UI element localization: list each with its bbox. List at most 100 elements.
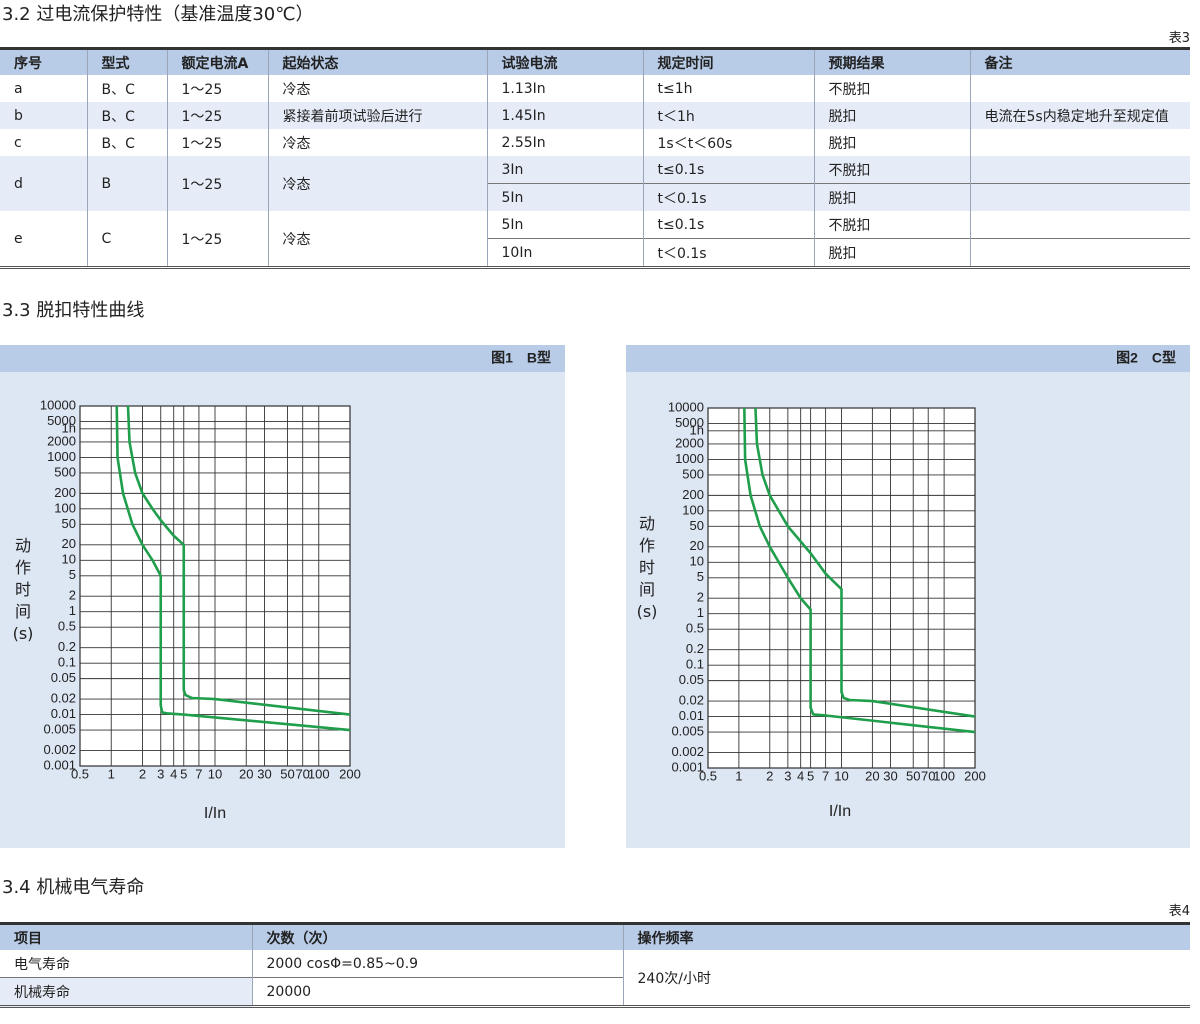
header-cell: 操作频率 (622, 922, 1190, 950)
x-tick-label: 2 (766, 768, 773, 783)
header-cell: 项目 (0, 922, 252, 950)
x-tick-label: 100 (933, 768, 955, 783)
y-tick-label: 10000 (668, 399, 704, 414)
cell: t≤1h (642, 75, 814, 102)
y-tick-label: 20 (62, 536, 76, 551)
trip-curve (126, 405, 351, 716)
y-tick-label: 100 (682, 502, 704, 517)
cell: 冷态 (267, 156, 487, 211)
row: e C 1～25 冷态 5In t≤0.1s 不脱扣 (0, 211, 1190, 269)
x-tick-label: 70 (921, 768, 935, 783)
y-tick-label: 2 (69, 588, 76, 603)
x-axis-label: I/In (829, 803, 851, 820)
cell: B、C (86, 102, 167, 129)
y-tick-label: 10 (62, 552, 76, 567)
cell: 240次/小时 (622, 950, 1190, 1008)
row: b B、C 1～25 紧接着前项试验后进行 1.45In t＜1h 脱扣 电流在5s内稳定地升… (0, 102, 1190, 129)
row: 5In t＜0.1s 脱扣 (0, 183, 1190, 211)
header-cell: 额定电流A (166, 47, 268, 75)
y-tick-label: 5000 (675, 415, 704, 430)
cell: 冷态 (267, 129, 487, 156)
x-tick-label: 50 (280, 766, 294, 781)
x-axis-label: I/In (204, 805, 226, 822)
y-tick-label: 50 (62, 516, 76, 531)
cell: 20000 (251, 977, 623, 1008)
header-cell: 序号 (0, 47, 87, 75)
y-tick-label: 2 (697, 590, 704, 605)
y-tick-label: 0.2 (58, 639, 76, 654)
cell: 紧接着前项试验后进行 (267, 102, 487, 129)
header-cell: 备注 (969, 47, 1190, 75)
x-tick-label: 4 (797, 768, 804, 783)
chart-panel: 图1 B型 10000 5000 1h 2000 1000 500 200 100 50 20 10 5… (0, 345, 565, 848)
cell (969, 129, 1190, 156)
x-tick-label: 7 (822, 768, 829, 783)
cell: t≤0.1s (642, 156, 814, 184)
cell: B (86, 156, 167, 211)
header-cell: 起始状态 (267, 47, 487, 75)
y-tick-label: 20 (690, 538, 704, 553)
cell (969, 211, 1190, 239)
cell: e (0, 211, 87, 269)
table-label: 表3 (1168, 31, 1190, 46)
cell: 1～25 (166, 156, 268, 211)
y-tick-label: 500 (54, 464, 76, 479)
cell: c (14, 134, 22, 151)
y-tick-label: 0.002 (671, 744, 704, 759)
y-tick-label: 0.05 (679, 672, 704, 687)
header-cell: 次数（次） (251, 922, 623, 950)
header-cell: 型式 (86, 47, 167, 75)
section-title: 3.3 脱扣特性曲线 (2, 300, 145, 321)
cell: 脱扣 (813, 183, 970, 211)
section-title: 3.4 机械电气寿命 (2, 877, 145, 898)
y-tick-label: 200 (54, 485, 76, 500)
cell: 5In (486, 183, 643, 211)
trip-curve (743, 407, 976, 734)
y-tick-label: 50 (690, 518, 704, 533)
cell: 不脱扣 (813, 156, 970, 184)
y-tick-label: 5000 (47, 413, 76, 428)
cell: B、C (86, 75, 167, 102)
x-tick-label: 5 (180, 766, 187, 781)
y-axis-label: 动作时间(s) (636, 514, 658, 621)
x-tick-label: 50 (906, 768, 920, 783)
y-tick-label: 1h (62, 420, 76, 435)
header-row: 序号 型式 额定电流A 起始状态 试验电流 规定时间 预期结果 备注 (0, 47, 1190, 75)
cell: 1～25 (166, 129, 268, 156)
cell (969, 238, 1190, 269)
cell: 不脱扣 (813, 75, 970, 102)
x-tick-label: 20 (239, 766, 253, 781)
x-tick-label: 3 (784, 768, 791, 783)
y-tick-label: 0.005 (43, 721, 76, 736)
cell: 脱扣 (813, 102, 970, 129)
x-tick-label: 0.5 (699, 768, 717, 783)
x-tick-label: 2 (139, 766, 146, 781)
chart-header (626, 345, 1190, 372)
chart: 图1 B型1000050001h200010005002001005020105… (0, 345, 565, 822)
y-tick-label: 1 (69, 603, 76, 618)
y-tick-label: 0.02 (51, 691, 76, 706)
cell: 1～25 (166, 211, 268, 269)
cell: C (86, 211, 167, 269)
cell: 1～25 (166, 75, 268, 102)
y-tick-label: 0.05 (51, 670, 76, 685)
x-tick-label: 20 (865, 768, 879, 783)
cell: 脱扣 (813, 129, 970, 156)
cell: t＜0.1s (642, 238, 814, 269)
y-tick-label: 0.01 (679, 708, 704, 723)
cell: B、C (86, 129, 167, 156)
y-tick-label: 1h (690, 422, 704, 437)
y-tick-label: 0.005 (671, 723, 704, 738)
y-tick-label: 0.5 (58, 619, 76, 634)
y-tick-label: 0.5 (686, 621, 704, 636)
cell: 脱扣 (813, 238, 970, 269)
cell: 1.45In (486, 102, 643, 129)
x-tick-label: 30 (257, 766, 271, 781)
cell: 冷态 (267, 75, 487, 102)
chart-header (0, 345, 565, 372)
x-tick-label: 4 (170, 766, 177, 781)
y-tick-label: 10000 (40, 397, 76, 412)
header-cell: 规定时间 (642, 47, 814, 75)
cell (969, 75, 1190, 102)
